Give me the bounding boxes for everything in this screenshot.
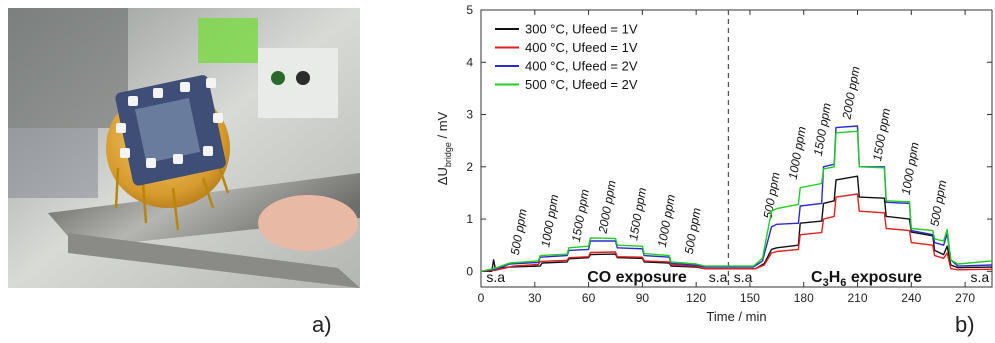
concentration-label: 500 ppm — [927, 179, 949, 227]
y-axis-title-unit: / mV — [435, 111, 450, 142]
y-axis-title-main: ΔU — [435, 167, 450, 185]
sa-label: s.a — [970, 269, 989, 285]
c3h6-sub2: 6 — [840, 277, 846, 289]
sensor-response-chart: 0 30 60 90 120 150 180 210 240 270 0 1 2 3 4 5 Time / mi… — [435, 3, 993, 324]
concentration-label: 1500 ppm — [811, 102, 834, 157]
chart-series — [480, 125, 993, 272]
legend-entry-2: 400 °C, Ufeed = 2V — [525, 59, 638, 74]
panel-a-label: a) — [312, 312, 332, 337]
concentration-label: 1000 ppm — [786, 125, 809, 180]
sensor-photo — [8, 8, 360, 288]
c3h6-c: C — [811, 269, 823, 286]
sensor-photo-illustration — [8, 8, 360, 288]
y-axis-title-sub: bridge — [443, 142, 453, 167]
legend-entry-0: 300 °C, Ufeed = 1V — [525, 22, 638, 37]
y-tick-label: 1 — [466, 212, 473, 226]
x-tick-label: 270 — [955, 291, 975, 305]
y-tick-label: 2 — [466, 160, 473, 174]
series-line-3 — [480, 130, 993, 272]
x-tick-label: 90 — [636, 291, 650, 305]
concentration-label: 500 ppm — [682, 207, 704, 255]
c3h6-h: H — [829, 269, 841, 286]
concentration-label: 1000 ppm — [899, 141, 922, 196]
c3h6-sub1: 3 — [823, 277, 829, 289]
y-tick-label: 0 — [466, 264, 473, 278]
legend-entry-3: 500 °C, Ufeed = 2V — [525, 77, 638, 92]
y-tick-label: 5 — [466, 3, 473, 17]
concentration-label: 1000 ppm — [538, 193, 561, 248]
concentration-label: 2000 ppm — [839, 65, 862, 121]
concentration-label: 1500 ppm — [870, 107, 893, 162]
plot-frame — [480, 9, 993, 288]
series-line-2 — [480, 125, 993, 272]
x-tick-label: 30 — [528, 291, 542, 305]
chart-legend: 300 °C, Ufeed = 1V 400 °C, Ufeed = 1V 400 … — [495, 22, 638, 92]
x-tick-label: 240 — [901, 291, 921, 305]
y-tick-label: 4 — [466, 55, 473, 69]
panel-b-label: b) — [955, 312, 975, 337]
series-line-1 — [480, 193, 993, 272]
sa-label: s.a — [486, 269, 505, 285]
x-tick-label: 0 — [478, 291, 485, 305]
x-tick-label: 180 — [794, 291, 814, 305]
sa-label: s.a — [734, 269, 753, 285]
sa-label: s.a — [709, 269, 728, 285]
c3h6-rest: exposure — [846, 269, 922, 286]
chart-axes: 0 30 60 90 120 150 180 210 240 270 0 1 2 3 4 5 Time / mi… — [435, 3, 993, 324]
concentration-label: 500 ppm — [508, 208, 530, 256]
x-tick-label: 150 — [740, 291, 760, 305]
legend-entry-1: 400 °C, Ufeed = 1V — [525, 40, 638, 55]
concentration-label: 1500 ppm — [626, 187, 649, 242]
concentration-label: 1500 ppm — [569, 188, 592, 243]
concentration-label: 1000 ppm — [655, 193, 678, 248]
c3h6-exposure-label: C3H6 exposure — [811, 269, 922, 289]
x-tick-label: 210 — [848, 291, 868, 305]
concentration-label: 2000 ppm — [596, 179, 619, 235]
y-axis-title: ΔUbridge / mV — [435, 111, 453, 185]
y-tick-label: 3 — [466, 108, 473, 122]
series-line-0 — [481, 175, 993, 272]
co-exposure-label: CO exposure — [587, 269, 687, 286]
x-tick-label: 120 — [686, 291, 706, 305]
x-axis-title: Time / min — [706, 309, 766, 324]
x-tick-label: 60 — [582, 291, 596, 305]
